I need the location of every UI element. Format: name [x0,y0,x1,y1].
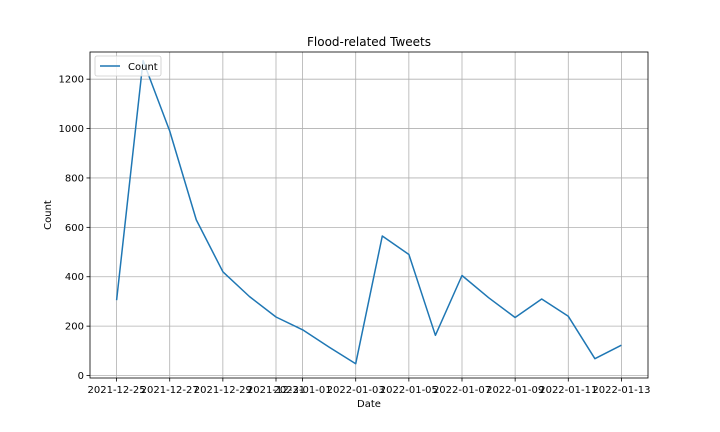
x-tick-label: 2022-01-05 [380,385,438,396]
x-tick-label: 2021-12-25 [88,385,146,396]
y-axis: 0 200 400 600 800 1000 1200 [59,75,90,382]
y-tick-label: 400 [65,272,84,283]
x-axis: 2021-12-252021-12-272021-12-292021-12-31… [88,378,650,396]
grid-lines [90,52,648,378]
x-tick-label: 2022-01-01 [274,385,332,396]
y-tick-label: 0 [78,371,84,382]
y-tick-label: 1000 [59,124,84,135]
x-tick-label: 2022-01-03 [327,385,385,396]
x-tick-label: 2022-01-11 [539,385,597,396]
y-axis-label: Count [43,200,54,230]
chart-title: Flood-related Tweets [307,35,431,49]
x-tick-label: 2022-01-13 [592,385,650,396]
series-line-count [115,59,622,365]
x-tick-label: 2021-12-29 [194,385,252,396]
plot-area-frame [89,51,649,379]
series-group [115,59,622,365]
y-tick-label: 800 [65,173,84,184]
y-tick-label: 200 [65,322,84,333]
y-tick-label: 1200 [59,75,84,86]
x-axis-label: Date [357,399,381,410]
x-tick-label: 2022-01-09 [486,385,544,396]
x-tick-label: 2021-12-31 [247,385,305,396]
x-tick-label: 2022-01-07 [433,385,491,396]
legend-box [94,55,162,77]
x-tick-label: 2021-12-27 [141,385,199,396]
legend-label-count: Count [128,62,158,73]
y-tick-label: 600 [65,223,84,234]
legend: Count [94,55,162,77]
